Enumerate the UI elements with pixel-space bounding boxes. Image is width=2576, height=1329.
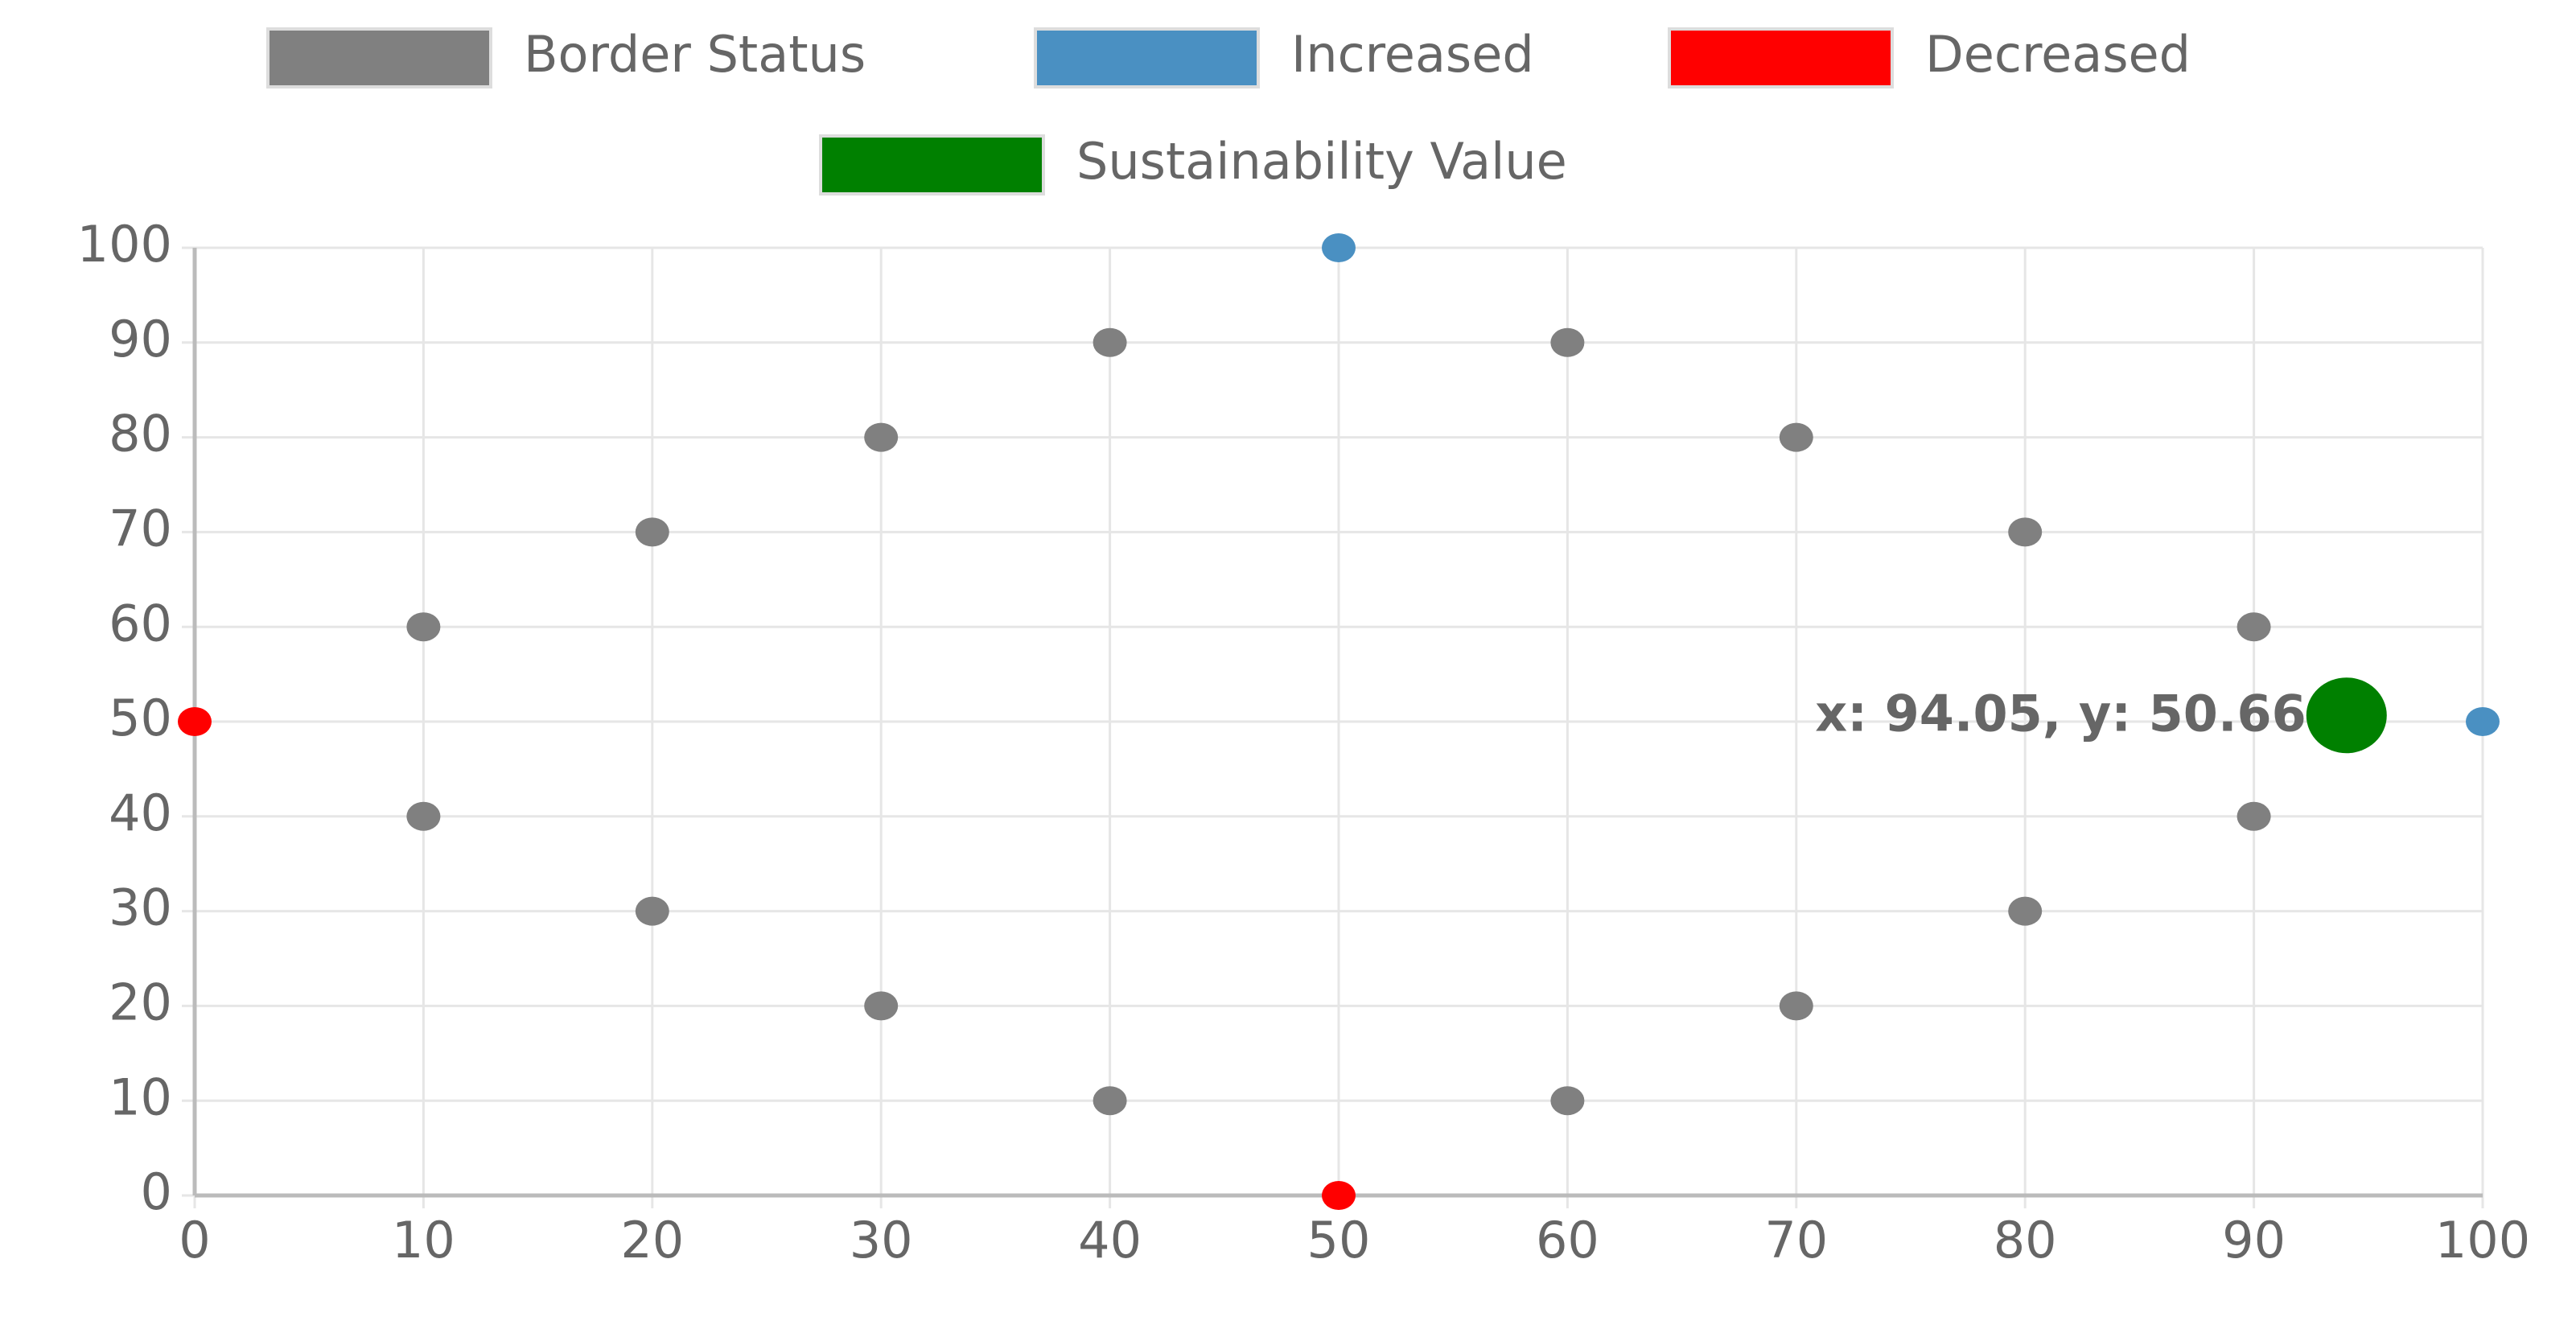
x-tick-label: 40	[1078, 1211, 1142, 1269]
y-tick-label: 0	[141, 1162, 172, 1221]
point	[1322, 1181, 1356, 1210]
x-tick-label: 10	[392, 1211, 455, 1269]
point	[1093, 327, 1127, 357]
point	[864, 991, 899, 1021]
point	[635, 896, 669, 926]
y-tick-label: 80	[109, 405, 172, 463]
x-tick-label: 20	[620, 1211, 684, 1269]
point	[1550, 1086, 1585, 1116]
legend-swatch	[1668, 27, 1894, 88]
legend-label: Border Status	[524, 25, 866, 84]
point	[2008, 517, 2043, 547]
x-tick-label: 80	[1994, 1211, 2057, 1269]
point	[2008, 896, 2043, 926]
legend-label: Increased	[1291, 25, 1534, 84]
point	[1322, 233, 1356, 262]
y-tick-label: 50	[109, 689, 172, 747]
y-tick-label: 10	[109, 1068, 172, 1126]
point	[406, 612, 441, 642]
x-tick-label: 30	[850, 1211, 913, 1269]
point	[1779, 422, 1813, 452]
point	[864, 422, 899, 452]
x-tick-label: 90	[2222, 1211, 2286, 1269]
y-tick-label: 20	[109, 973, 172, 1031]
point	[406, 801, 441, 831]
legend-label: Sustainability Value	[1076, 132, 1567, 191]
x-tick-label: 60	[1536, 1211, 1599, 1269]
point	[2466, 707, 2500, 736]
point	[2237, 612, 2271, 642]
point	[1779, 991, 1813, 1021]
legend-swatch	[1034, 27, 1260, 88]
y-tick-label: 70	[109, 499, 172, 558]
y-tick-label: 90	[109, 310, 172, 368]
y-tick-label: 30	[109, 878, 172, 937]
point	[178, 707, 212, 736]
point	[1550, 327, 1585, 357]
x-tick-label: 100	[2435, 1211, 2530, 1269]
x-tick-label: 50	[1307, 1211, 1371, 1269]
legend-swatch	[266, 27, 492, 88]
point	[2306, 677, 2387, 754]
y-tick-label: 40	[109, 784, 172, 842]
annotation: x: 94.05, y: 50.66	[1815, 684, 2306, 743]
point	[2237, 801, 2271, 831]
y-tick-label: 60	[109, 594, 172, 652]
legend-swatch	[819, 134, 1045, 195]
point	[1093, 1086, 1127, 1116]
x-tick-label: 70	[1764, 1211, 1828, 1269]
legend-label: Decreased	[1925, 25, 2191, 84]
point	[635, 517, 669, 547]
y-tick-label: 100	[77, 215, 172, 274]
x-tick-label: 0	[179, 1211, 210, 1269]
